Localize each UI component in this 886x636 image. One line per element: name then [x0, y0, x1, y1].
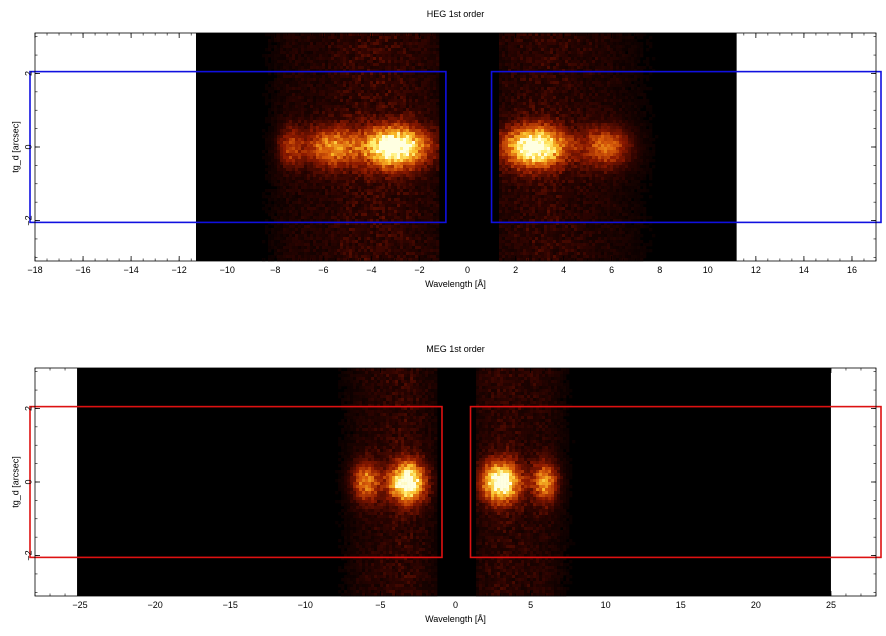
x-tick-label: 5 [528, 600, 533, 610]
y-tick-label: 0 [23, 479, 33, 484]
meg-heatmap [77, 368, 831, 597]
x-tick-label: −10 [220, 265, 235, 275]
heg-extraction-region-plus [490, 70, 882, 224]
y-tick-label: 2 [23, 71, 33, 76]
heg-x-axis: −18 −16 −14 −12 −10 −8 −6 −4 −2 0 2 4 6 8 10 12 14 16 [27, 33, 877, 275]
x-tick-label: 20 [751, 600, 761, 610]
heg-x-axis-label: Wavelength [Å] [425, 279, 486, 289]
heg-y-axis-label: tg_d [arcsec] [10, 121, 20, 173]
heg-panel: HEG 1st order −18 −16 −14 −12 −10 −8 −6 −4 −2 0 2 4 6… [10, 9, 882, 289]
heg-extraction-region-minus [29, 70, 447, 224]
x-tick-label: 0 [453, 600, 458, 610]
y-tick-label: −2 [23, 550, 33, 560]
heg-heatmap [195, 33, 737, 262]
x-tick-label: 4 [561, 265, 566, 275]
y-tick-label: 0 [23, 144, 33, 149]
meg-panel: MEG 1st order−25 −20 −15 −10 −5 0 5 10 15 20 25−20… [10, 344, 882, 624]
x-tick-label: −10 [298, 600, 313, 610]
x-tick-label: −20 [148, 600, 163, 610]
x-tick-label: −18 [27, 265, 42, 275]
x-tick-label: −15 [223, 600, 238, 610]
meg-title: MEG 1st order [426, 344, 485, 354]
x-tick-label: 16 [847, 265, 857, 275]
x-tick-label: 15 [676, 600, 686, 610]
x-tick-label: −25 [72, 600, 87, 610]
x-tick-label: 0 [465, 265, 470, 275]
meg-x-axis: −25 −20 −15 −10 −5 0 5 10 15 20 25 [34, 368, 877, 610]
meg-y-axis: −2 0 2 [23, 371, 876, 593]
x-tick-label: 12 [751, 265, 761, 275]
x-tick-label: 10 [703, 265, 713, 275]
meg-extraction-region-plus [469, 405, 882, 559]
x-tick-label: −2 [414, 265, 424, 275]
x-tick-label: −6 [318, 265, 328, 275]
heg-y-axis: −2 0 2 [23, 36, 876, 258]
meg-extraction-region-minus [29, 405, 443, 559]
x-tick-label: 14 [799, 265, 809, 275]
x-tick-label: −8 [270, 265, 280, 275]
x-tick-label: −5 [375, 600, 385, 610]
y-tick-label: 2 [23, 406, 33, 411]
x-tick-label: −16 [75, 265, 90, 275]
x-tick-label: 10 [601, 600, 611, 610]
x-tick-label: 6 [609, 265, 614, 275]
x-tick-label: −12 [172, 265, 187, 275]
meg-y-axis-label: tg_d [arcsec] [10, 456, 20, 508]
heg-title: HEG 1st order [427, 9, 485, 19]
x-tick-label: 2 [513, 265, 518, 275]
x-tick-label: 8 [657, 265, 662, 275]
x-tick-label: 25 [826, 600, 836, 610]
x-tick-label: −14 [123, 265, 138, 275]
meg-x-axis-label: Wavelength [Å] [425, 614, 486, 624]
x-tick-label: −4 [366, 265, 376, 275]
y-tick-label: −2 [23, 215, 33, 225]
